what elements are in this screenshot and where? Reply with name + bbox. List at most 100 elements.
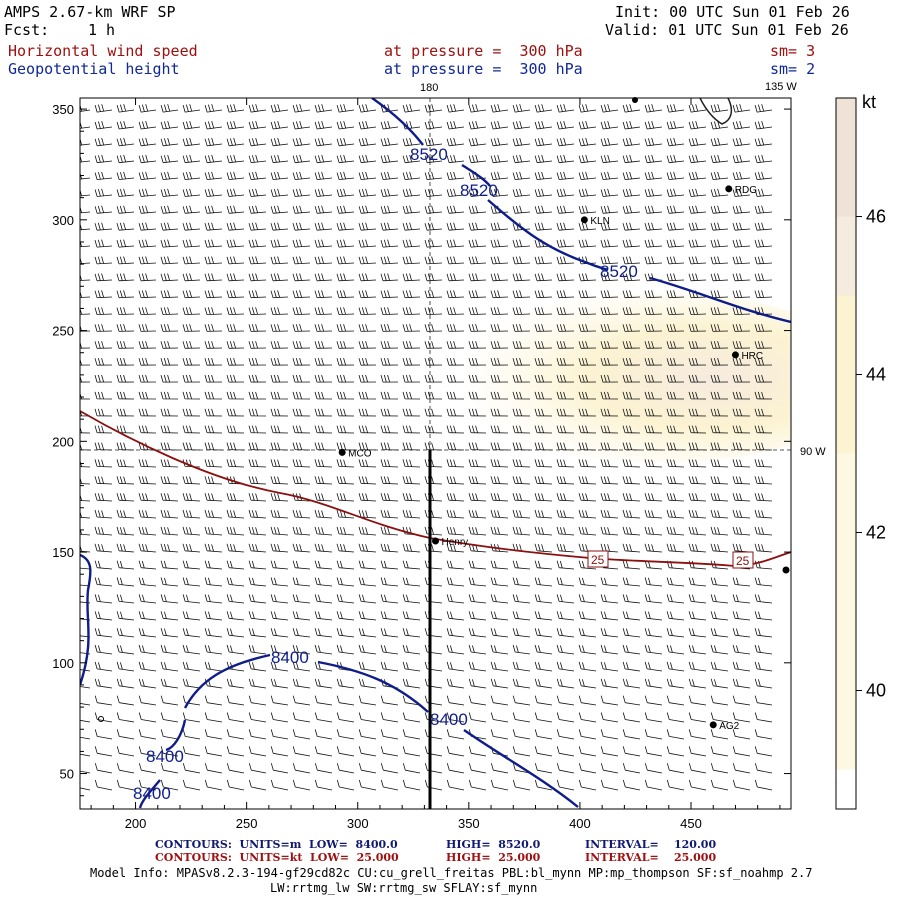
wind-barb: [490, 188, 509, 197]
wind-barb: [160, 188, 179, 197]
wind-barb: [578, 188, 597, 197]
wind-barb: [138, 543, 157, 553]
wind-barb: [380, 628, 399, 638]
wind-barb: [402, 154, 421, 164]
wind-barb: [534, 779, 553, 791]
wind-barb: [314, 120, 333, 130]
wind-barb: [446, 391, 465, 400]
wind-barb: [622, 154, 641, 164]
wind-barb: [556, 205, 575, 214]
wind-barb: [80, 459, 91, 468]
wind-barb: [270, 442, 289, 451]
wind-barb: [380, 137, 399, 147]
wind-barb: [402, 324, 421, 332]
wind-barb: [94, 120, 113, 130]
wind-barb: [556, 661, 575, 672]
wind-barb: [424, 120, 443, 130]
wind-barb: [710, 543, 729, 553]
wind-barb: [512, 273, 531, 282]
wind-barb: [644, 205, 663, 214]
wind-barb: [204, 324, 223, 332]
wind-barb: [138, 104, 157, 113]
wind-barb: [248, 324, 267, 332]
wind-barb: [622, 611, 641, 621]
wind-barb: [556, 678, 575, 689]
contour-label-8400: 8400: [430, 710, 468, 729]
wind-barb: [160, 695, 179, 706]
wind-barb: [116, 729, 135, 740]
wind-barb: [534, 476, 553, 485]
wind-barb: [556, 239, 575, 248]
wind-barb: [248, 611, 267, 621]
wind-barb: [512, 256, 531, 265]
wind-barb: [402, 239, 421, 248]
wind-barb: [138, 205, 157, 214]
wind-barb: [556, 746, 575, 757]
wind-barb: [138, 341, 157, 349]
wind-barb: [292, 695, 311, 706]
wind-barb: [732, 222, 751, 231]
wind-barb: [94, 628, 113, 638]
wind-barb: [80, 703, 91, 706]
wind-barb: [622, 493, 641, 502]
wind-barb: [534, 307, 553, 315]
wind-barb: [182, 763, 201, 774]
wind-barb: [138, 476, 157, 485]
y-tick-label: 50: [60, 767, 74, 782]
wind-barb: [688, 137, 707, 147]
wind-barb: [226, 324, 245, 332]
wind-barb: [688, 476, 707, 485]
wind-barb: [116, 357, 135, 366]
wind-barb: [622, 239, 641, 248]
wind-barb: [666, 509, 685, 519]
wind-barb: [204, 560, 223, 570]
wind-barb: [204, 543, 223, 553]
wind-barb: [138, 256, 157, 265]
field1-smoothing: sm= 3: [770, 42, 816, 60]
wind-barb: [512, 290, 531, 299]
wind-barb: [248, 712, 267, 723]
wind-barb: [358, 779, 377, 791]
wind-barb: [446, 509, 465, 519]
wind-barb: [622, 560, 641, 570]
wind-barb: [732, 154, 751, 164]
wind-barb: [292, 577, 311, 587]
wind-barb: [94, 239, 113, 248]
wind-barb: [138, 290, 157, 299]
wind-barb: [600, 763, 619, 774]
wind-barb: [644, 357, 663, 366]
wind-barb: [578, 560, 597, 570]
wind-barb: [556, 290, 575, 299]
wind-barb: [336, 137, 355, 147]
wind-barb: [160, 661, 179, 672]
wind-barb: [204, 729, 223, 740]
wind-barb: [358, 560, 377, 570]
wind-barb: [424, 779, 443, 791]
wind-barb: [80, 205, 91, 214]
wind-barb: [710, 611, 729, 621]
contour-8400: [80, 553, 92, 686]
wind-barb: [336, 729, 355, 740]
wind-barb: [358, 695, 377, 706]
wind-barb: [116, 374, 135, 383]
wind-barb: [402, 678, 421, 689]
field1-name: Horizontal wind speed: [8, 42, 198, 60]
wind-barb: [490, 493, 509, 502]
wind-barb: [358, 543, 377, 553]
wind-barb: [94, 661, 113, 672]
wind-barb: [116, 509, 135, 519]
wind-barb: [622, 628, 641, 638]
wind-barb: [578, 712, 597, 723]
wind-barb: [380, 543, 399, 553]
wind-barb: [600, 391, 619, 400]
wind-barb: [490, 509, 509, 519]
wind-barb: [402, 273, 421, 282]
wind-barb: [644, 577, 663, 587]
wind-barb: [644, 594, 663, 604]
wind-barb: [182, 509, 201, 519]
wind-barb: [446, 442, 465, 451]
wind-barb: [534, 374, 553, 383]
wind-barb: [248, 729, 267, 740]
wind-barb: [512, 205, 531, 214]
wind-barb: [292, 779, 311, 791]
